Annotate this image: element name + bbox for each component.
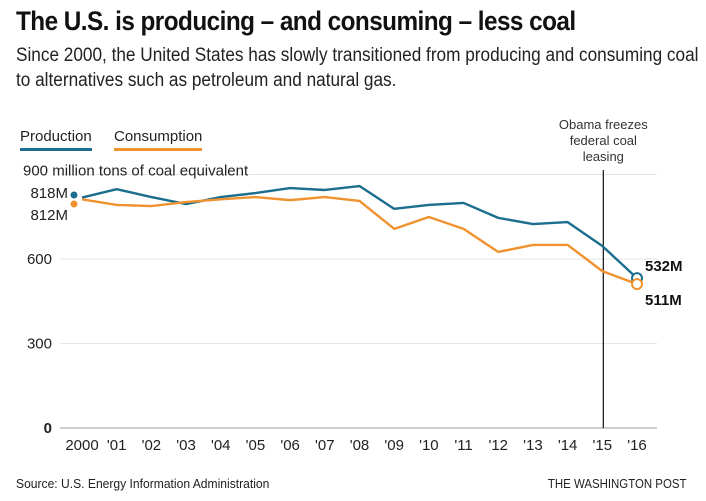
y-axis: 0 300 600 900 million tons of coal equivale… xyxy=(23,163,249,438)
legend-item-consumption: Consumption xyxy=(114,128,203,151)
x-tick-label-2000: 2000 xyxy=(65,437,98,454)
y-tick-label-0: 0 xyxy=(44,420,52,437)
series-line-consumption xyxy=(81,195,638,286)
x-axis: 2000 '01 '02 '03 '04 '05 '06 '07 '08 '09 '10 '11 '12… xyxy=(65,437,646,454)
chart-title: The U.S. is producing – and consuming – … xyxy=(16,6,576,36)
source-note: Source: U.S. Energy Information Administ… xyxy=(16,476,270,491)
x-tick-label-2010: '10 xyxy=(419,437,439,454)
start-dot-production xyxy=(70,191,78,199)
x-tick-label-2003: '03 xyxy=(176,437,196,454)
end-marker-consumption xyxy=(631,278,643,291)
x-tick-label-2008: '08 xyxy=(350,437,370,454)
end-label-consumption: 511M xyxy=(645,292,682,309)
y-tick-label-300: 300 xyxy=(27,336,52,353)
start-label-consumption: 812M xyxy=(30,207,68,224)
x-tick-label-2002: '02 xyxy=(142,437,162,454)
chart-subtitle: Since 2000, the United States has slowly… xyxy=(16,45,699,91)
x-tick-label-2004: '04 xyxy=(211,437,231,454)
series-line-production xyxy=(81,184,638,280)
x-tick-label-2007: '07 xyxy=(315,437,335,454)
end-label-production: 532M xyxy=(645,258,683,275)
annotation-text: Obama freezes xyxy=(559,117,648,132)
x-tick-label-2012: '12 xyxy=(488,437,508,454)
x-tick-label-2001: '01 xyxy=(107,437,127,454)
y-unit-label: 900 million tons of coal equivalent xyxy=(23,163,249,180)
x-tick-label-2015: '15 xyxy=(593,437,613,454)
publisher-credit: THE WASHINGTON POST xyxy=(547,476,686,491)
annotation-text: federal coal xyxy=(570,133,637,148)
legend-item-production: Production xyxy=(20,128,92,151)
x-tick-label-2014: '14 xyxy=(558,437,578,454)
annotation-text: leasing xyxy=(583,149,624,164)
series-lines xyxy=(81,184,638,286)
x-tick-label-2006: '06 xyxy=(280,437,300,454)
start-dot-consumption xyxy=(70,200,78,208)
start-label-production: 818M xyxy=(30,185,68,202)
x-tick-label-2011: '11 xyxy=(454,437,472,454)
series-markers: 818M 532M 812M 511M xyxy=(30,185,682,309)
x-tick-label-2005: '05 xyxy=(246,437,266,454)
x-tick-label-2013: '13 xyxy=(523,437,543,454)
x-tick-label-2009: '09 xyxy=(384,437,404,454)
x-tick-label-2016: '16 xyxy=(627,437,647,454)
gridlines xyxy=(60,174,657,429)
y-tick-label-600: 600 xyxy=(27,251,52,268)
